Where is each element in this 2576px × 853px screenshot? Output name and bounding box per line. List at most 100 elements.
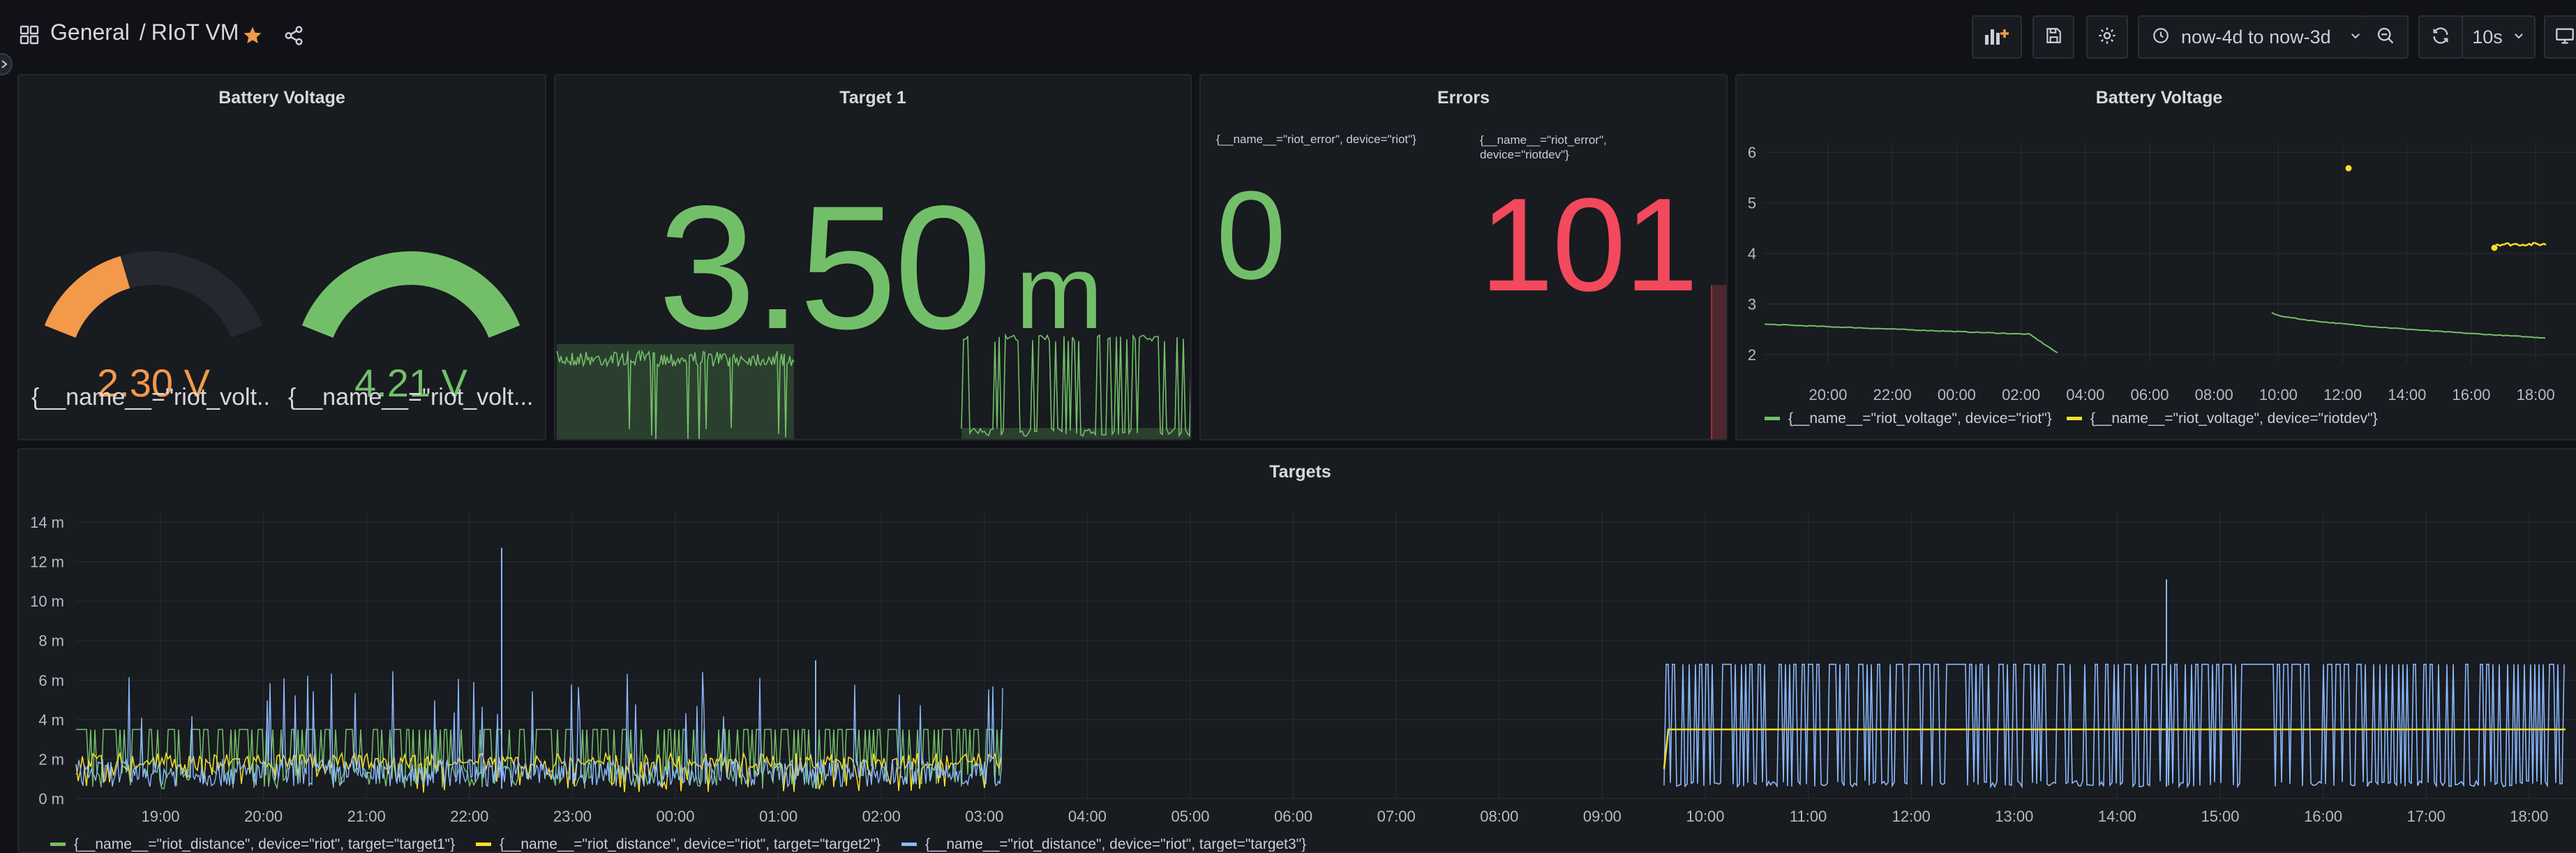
x-tick-label: 06:00 — [1274, 808, 1312, 825]
gauge-1: 2.30 V — [44, 251, 263, 405]
x-tick-label: 21:00 — [347, 808, 386, 825]
x-tick-label: 04:00 — [2066, 386, 2104, 403]
x-tick-label: 03:00 — [965, 808, 1003, 825]
zoom-out-button[interactable] — [2364, 15, 2409, 59]
legend-item[interactable]: {__name__="riot_voltage", device="riotde… — [2090, 410, 2378, 426]
battery-voltage-gauge-panel[interactable]: Battery Voltage 2.30 V 4.21 V {__name__=… — [17, 74, 546, 440]
kiosk-mode-button[interactable] — [2544, 15, 2576, 59]
target2-series — [1663, 728, 2566, 769]
settings-icon — [2097, 26, 2117, 49]
x-axis: 20:00 22:00 00:00 02:00 04:00 06:00 08:00 10:00… — [1809, 386, 2554, 403]
dashboard-nav-bar: General / RIoT VM now-4d to now-3d — [0, 0, 2576, 73]
legend-item[interactable]: {__name__="riot_distance", device="riot"… — [500, 836, 881, 852]
y-tick-label: 4 m — [38, 711, 64, 729]
legend-item[interactable]: {__name__="riot_voltage", device="riot"} — [1788, 410, 2052, 426]
time-range-picker[interactable]: now-4d to now-3d — [2138, 15, 2365, 59]
save-dashboard-button[interactable] — [2032, 15, 2074, 59]
y-tick-label: 12 m — [30, 554, 64, 571]
x-tick-label: 00:00 — [1938, 386, 1976, 403]
riotdev-voltage-point — [2345, 165, 2352, 172]
refresh-button[interactable] — [2418, 15, 2463, 59]
x-tick-label: 18:00 — [2510, 808, 2548, 825]
x-tick-label: 11:00 — [1790, 808, 1827, 825]
tv-icon — [2555, 26, 2575, 49]
chart-legend: {__name__="riot_voltage", device="riot"}… — [1765, 410, 2378, 426]
gauge-value: 2.30 V — [97, 361, 211, 405]
x-tick-label: 20:00 — [244, 808, 283, 825]
x-tick-label: 10:00 — [2259, 386, 2298, 403]
dashboard-title[interactable]: RIoT VM — [151, 20, 239, 45]
refresh-icon — [2431, 26, 2450, 49]
x-tick-label: 23:00 — [553, 808, 592, 825]
error-series-label: {__name__="riot_error", device="riotdev"… — [1480, 133, 1607, 161]
breadcrumb: General / RIoT VM — [50, 20, 239, 45]
x-tick-label: 20:00 — [1809, 386, 1847, 403]
riotdev-voltage-series — [2495, 242, 2547, 247]
y-tick-label: 5 — [1748, 195, 1756, 212]
share-icon[interactable] — [283, 25, 304, 50]
x-tick-label: 05:00 — [1171, 808, 1209, 825]
panel-title: Target 1 — [839, 88, 906, 107]
x-tick-label: 00:00 — [656, 808, 694, 825]
save-icon — [2044, 27, 2062, 48]
target3-series — [75, 671, 1003, 788]
panel-title: Errors — [1437, 88, 1490, 107]
x-tick-label: 15:00 — [2201, 808, 2239, 825]
y-tick-label: 10 m — [30, 593, 64, 610]
x-axis: 19:00 20:00 21:00 22:00 23:00 00:00 01:00 02:00… — [141, 808, 2548, 825]
apps-icon[interactable] — [20, 25, 39, 45]
riot-voltage-series — [1764, 323, 2058, 354]
gauge-label: {__name__="riot_volt... — [288, 384, 534, 410]
add-panel-icon — [1983, 25, 2011, 50]
y-axis: 6 5 4 3 2 — [1748, 144, 1756, 364]
legend-item[interactable]: {__name__="riot_distance", device="riot"… — [74, 836, 455, 852]
x-tick-label: 14:00 — [2098, 808, 2136, 825]
errors-stat-panel[interactable]: Errors {__name__="riot_error", device="r… — [1199, 74, 1728, 440]
x-tick-label: 08:00 — [1480, 808, 1518, 825]
x-tick-label: 18:00 — [2517, 386, 2555, 403]
y-tick-label: 6 m — [38, 672, 64, 689]
riot-voltage-series — [2271, 312, 2546, 339]
x-tick-label: 08:00 — [2195, 386, 2233, 403]
breadcrumb-folder[interactable]: General — [50, 20, 130, 45]
x-tick-label: 09:00 — [1583, 808, 1622, 825]
error-value-riotdev: 101 — [1480, 171, 1698, 319]
refresh-interval-label: 10s — [2472, 26, 2503, 47]
target-1-sparkline — [556, 333, 1190, 439]
y-tick-label: 4 — [1748, 245, 1756, 262]
x-tick-label: 16:00 — [2304, 808, 2342, 825]
x-tick-label: 16:00 — [2452, 386, 2490, 403]
y-tick-label: 2 — [1748, 346, 1756, 364]
x-tick-label: 01:00 — [759, 808, 797, 825]
x-tick-label: 06:00 — [2130, 386, 2169, 403]
target-1-value: 3.50 m — [636, 180, 1125, 356]
battery-voltage-timeseries-panel[interactable]: Battery Voltage 6 5 4 3 2 20:00 22:00 00:00 02:… — [1735, 74, 2576, 440]
time-range-label: now-4d to now-3d — [2181, 26, 2331, 47]
dashboard-settings-button[interactable] — [2086, 15, 2128, 59]
y-tick-label: 6 — [1748, 144, 1756, 161]
x-tick-label: 04:00 — [1068, 808, 1107, 825]
y-tick-label: 8 m — [38, 632, 64, 650]
error-series-label: {__name__="riot_error", device="riot"} — [1216, 133, 1416, 146]
y-tick-label: 0 m — [38, 790, 64, 808]
x-tick-label: 19:00 — [141, 808, 179, 825]
x-tick-label: 22:00 — [450, 808, 488, 825]
x-tick-label: 02:00 — [862, 808, 901, 825]
legend-item[interactable]: {__name__="riot_distance", device="riot"… — [925, 836, 1306, 852]
x-tick-label: 10:00 — [1686, 808, 1724, 825]
x-tick-label: 07:00 — [1377, 808, 1416, 825]
star-icon[interactable] — [242, 25, 263, 50]
breadcrumb-separator: / — [139, 20, 146, 45]
y-axis: 14 m 12 m 10 m 8 m 6 m 4 m 2 m 0 m — [30, 514, 64, 808]
x-tick-label: 14:00 — [2388, 386, 2426, 403]
target-1-stat-panel[interactable]: Target 1 3.50 m — [554, 74, 1192, 440]
add-panel-button[interactable] — [1972, 15, 2022, 59]
gauge-label: {__name__="riot_volt... — [31, 384, 272, 410]
refresh-interval-picker[interactable]: 10s — [2462, 15, 2536, 59]
targets-timeseries-panel[interactable]: Targets 14 m 12 m 10 m 8 m 6 m 4 m 2 m 0 m 19:0… — [17, 448, 2576, 853]
stat-number: 3.50 — [658, 170, 991, 366]
chart-grid — [1765, 142, 2576, 363]
clock-icon — [2152, 27, 2170, 48]
panel-title: Battery Voltage — [218, 88, 345, 107]
x-tick-label: 17:00 — [2407, 808, 2446, 825]
